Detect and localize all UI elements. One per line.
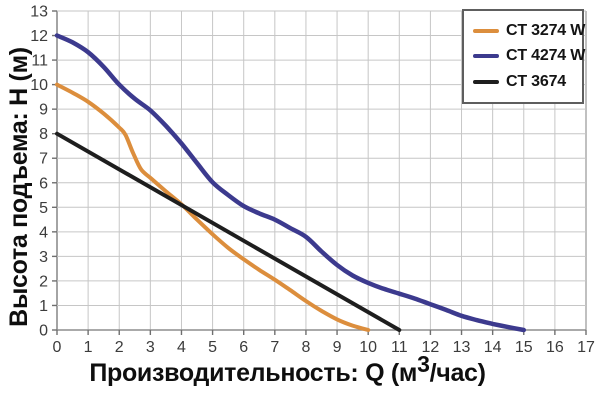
y-tick-label: 6: [39, 175, 48, 192]
y-tick-label: 9: [39, 102, 48, 119]
y-axis-title-text: Высота подъема: Н (м): [5, 47, 33, 327]
x-tick-label: 4: [177, 339, 186, 356]
x-tick-label: 5: [208, 339, 217, 356]
x-axis-title-superscript: 3: [417, 351, 430, 378]
x-tick-label: 11: [391, 339, 408, 356]
x-tick-label: 14: [484, 339, 502, 356]
x-tick-label: 17: [577, 339, 595, 356]
y-tick-label: 8: [39, 126, 48, 143]
x-tick-label: 9: [333, 339, 342, 356]
y-tick-label: 2: [39, 273, 48, 290]
legend-item-ct3674: CT 3674: [473, 73, 580, 91]
x-tick-label: 0: [53, 339, 62, 356]
y-tick-label: 5: [39, 200, 48, 217]
x-tick-label: 8: [301, 339, 310, 356]
series-curve-ct-3674: [55, 131, 402, 332]
y-tick-label: 4: [39, 224, 48, 241]
x-tick-label: 10: [359, 339, 377, 356]
x-axis-title-suffix: /час): [429, 359, 486, 387]
x-axis-title: Производительность: Q (м3/час): [0, 351, 575, 388]
legend-item-ct4274w: CT 4274 W: [473, 47, 585, 65]
legend-item-ct3274w: CT 3274 W: [473, 22, 585, 40]
x-tick-label: 12: [422, 339, 440, 356]
legend-swatch-black: [473, 80, 499, 85]
y-tick-label: 3: [39, 249, 48, 266]
legend: CT 3274 W CT 4274 W CT 3674: [462, 9, 585, 104]
x-tick-label: 15: [515, 339, 533, 356]
y-tick-label: 11: [31, 53, 48, 70]
series-curve-ct-3274-w: [55, 82, 371, 332]
y-tick-label: 7: [39, 151, 48, 168]
legend-swatch-orange: [473, 28, 499, 33]
x-tick-label: 6: [239, 339, 248, 356]
x-tick-label: 16: [546, 339, 564, 356]
series-curve-ct-4274-w: [54, 33, 527, 333]
legend-swatch-blue: [473, 54, 499, 59]
x-axis-title-text: Производительность: Q (м: [89, 359, 418, 387]
x-tick-label: 2: [115, 339, 124, 356]
legend-label: CT 3674: [506, 73, 566, 91]
x-tick-label: 1: [84, 339, 93, 356]
y-tick-label: 13: [30, 4, 48, 21]
legend-label: CT 3274 W: [506, 21, 586, 39]
y-tick-label: 0: [39, 323, 48, 340]
y-tick-label: 12: [30, 28, 48, 45]
x-tick-label: 7: [270, 339, 279, 356]
y-axis-title: Высота подъема: Н (м): [0, 7, 38, 367]
y-tick-label: 10: [30, 77, 48, 94]
legend-label: CT 4274 W: [506, 47, 586, 65]
x-tick-label: 13: [453, 339, 471, 356]
x-tick-label: 3: [146, 339, 155, 356]
y-tick-label: 1: [39, 298, 48, 315]
